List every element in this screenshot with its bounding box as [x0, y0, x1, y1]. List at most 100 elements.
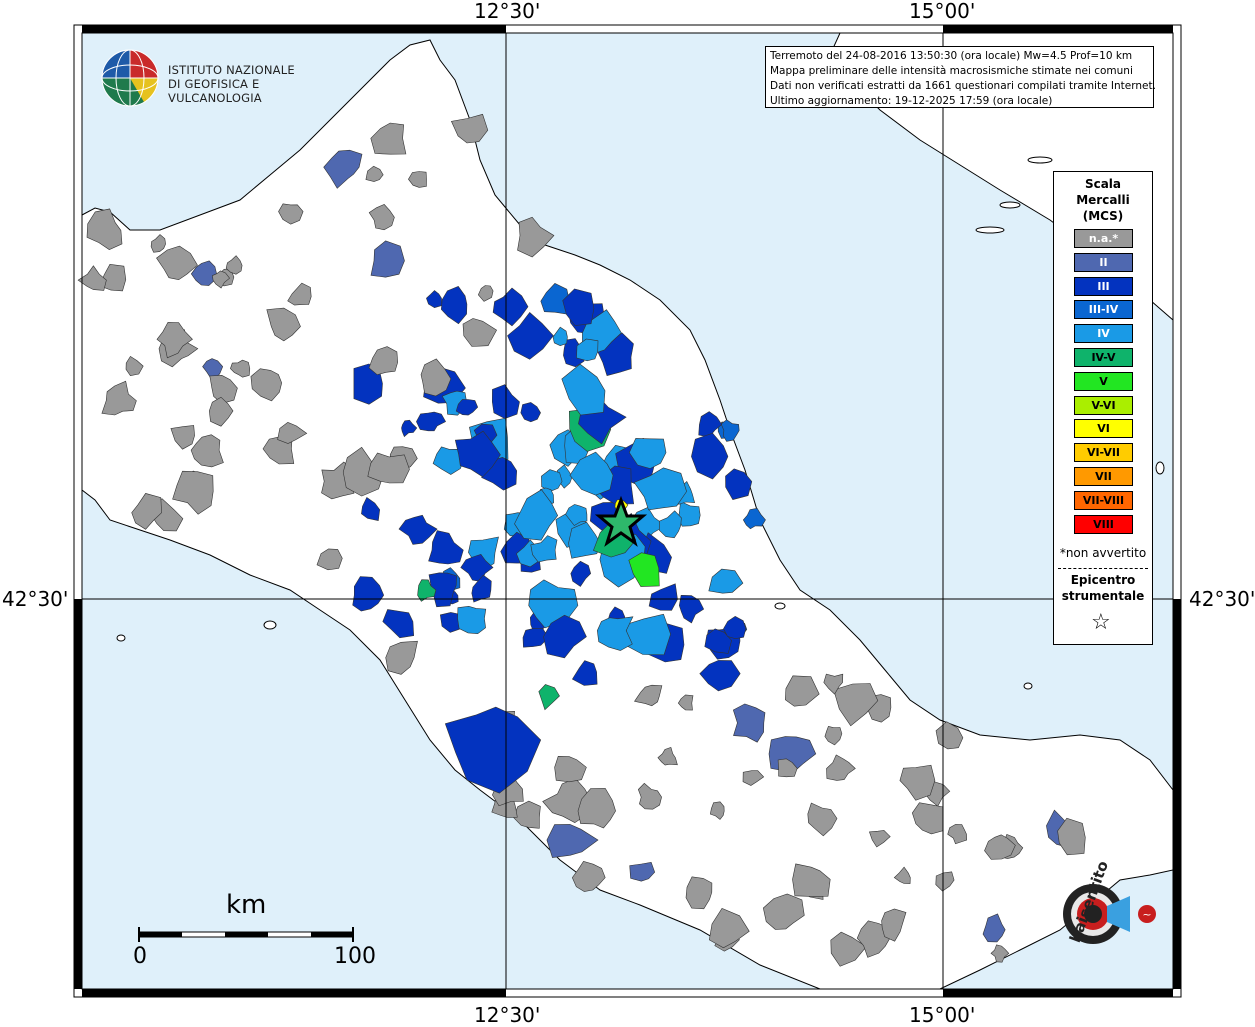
municipality-patch: [530, 535, 558, 563]
municipality-patch: [576, 338, 599, 362]
legend-title: Scala Mercalli (MCS): [1054, 176, 1152, 224]
municipality-patch: [982, 913, 1006, 943]
municipality-patch: [709, 801, 725, 820]
municipality-patch: [513, 800, 541, 829]
legend-star-icon: ☆: [1091, 610, 1111, 635]
municipality-patch: [367, 452, 410, 484]
municipality-patch: [444, 706, 542, 794]
municipality-patch: [455, 399, 479, 416]
municipality-patch: [732, 703, 766, 743]
municipality-patch: [570, 560, 592, 587]
municipality-patch: [156, 245, 198, 281]
municipality-patch: [520, 402, 541, 423]
municipality-patch: [398, 514, 438, 545]
municipality-patch: [277, 421, 308, 444]
municipality-patch: [633, 684, 663, 707]
municipality-patch: [368, 346, 399, 376]
municipality-patch: [170, 425, 195, 450]
municipality-patch: [190, 260, 217, 286]
municipality-patch: [361, 496, 381, 521]
legend-class-11: VII-VIII: [1074, 490, 1133, 510]
municipality-patch: [101, 380, 137, 416]
municipality-patch: [984, 834, 1016, 860]
municipality-patch: [365, 165, 384, 182]
municipality-patch: [86, 208, 123, 250]
municipality-patch: [637, 782, 662, 810]
municipality-patch: [899, 764, 936, 801]
municipality-patch: [657, 747, 678, 766]
municipality-patch: [596, 332, 634, 376]
municipality-patch: [658, 510, 682, 539]
municipality-patch: [704, 628, 732, 654]
municipality-patch: [824, 725, 843, 746]
haisentito-target-icon: ~ haisentito: [1063, 858, 1156, 945]
municipality-patch: [699, 660, 741, 692]
municipality-patch: [417, 579, 437, 602]
municipality-patch: [742, 770, 765, 786]
municipality-patch: [401, 419, 418, 438]
event-last-update: Ultimo aggiornamento: 19-12-2025 17:59 (…: [770, 95, 1053, 107]
municipality-patch: [507, 312, 554, 360]
municipality-patch: [568, 521, 601, 559]
scalebar-start: 0: [133, 944, 147, 969]
legend-epicenter-line2: strumentale: [1061, 589, 1145, 603]
municipality-patch: [784, 675, 820, 707]
municipality-patch: [629, 861, 656, 882]
municipality-intensity-layer: [77, 113, 1086, 967]
municipality-patch: [432, 446, 465, 475]
scalebar-end: 100: [334, 944, 376, 969]
municipality-patch: [450, 113, 489, 144]
municipality-patch: [708, 908, 750, 949]
lat-label-left: 42°30': [2, 587, 69, 611]
municipality-patch: [426, 290, 443, 309]
scalebar-unit: km: [226, 890, 267, 920]
municipality-patch: [540, 283, 570, 315]
municipality-patch: [150, 234, 166, 253]
municipality-patch: [777, 758, 798, 778]
municipality-patch: [370, 240, 405, 278]
municipality-patch: [209, 374, 238, 404]
legend-class-9: VI-VII: [1074, 443, 1133, 463]
municipality-patch: [554, 755, 587, 783]
municipality-patch: [517, 216, 555, 258]
municipality-patch: [250, 368, 283, 402]
municipality-patch: [826, 754, 856, 781]
municipality-patch: [77, 265, 107, 291]
municipality-patch: [947, 824, 968, 845]
graticule: [82, 33, 1173, 989]
municipality-patch: [742, 507, 766, 530]
municipality-patch: [278, 203, 304, 225]
legend-class-2: III: [1074, 276, 1133, 296]
municipality-patch: [225, 255, 243, 275]
municipality-patch: [125, 355, 144, 377]
legend-class-4: IV: [1074, 324, 1133, 344]
legend-class-12: VIII: [1074, 514, 1133, 534]
municipality-patch: [720, 419, 740, 442]
municipality-patch: [698, 411, 723, 438]
lon-label-top-2: 15°00': [909, 0, 976, 23]
municipality-patch: [131, 493, 162, 530]
municipality-patch: [382, 609, 415, 639]
legend-title-line1: Scala: [1084, 177, 1122, 191]
municipality-patch: [428, 530, 464, 565]
municipality-patch: [723, 616, 747, 640]
municipality-patch: [352, 576, 385, 612]
municipality-patch: [342, 446, 385, 497]
event-info-box: Terremoto del 24-08-2016 13:50:30 (ora l…: [765, 46, 1156, 108]
municipality-patch: [792, 863, 831, 897]
legend-divider: [1058, 568, 1148, 569]
municipality-patch: [370, 122, 407, 155]
legend-title-line3: (MCS): [1082, 209, 1124, 223]
municipality-patch: [552, 326, 568, 347]
municipality-patch: [685, 876, 713, 910]
municipality-patch: [571, 860, 606, 892]
municipality-patch: [266, 307, 301, 342]
municipality-patch: [677, 694, 694, 711]
municipality-patch: [385, 640, 418, 675]
municipality-patch: [323, 149, 363, 189]
municipality-patch: [212, 270, 231, 289]
municipality-patch: [762, 893, 805, 930]
municipality-patch: [172, 470, 214, 515]
municipality-patch: [562, 288, 595, 326]
